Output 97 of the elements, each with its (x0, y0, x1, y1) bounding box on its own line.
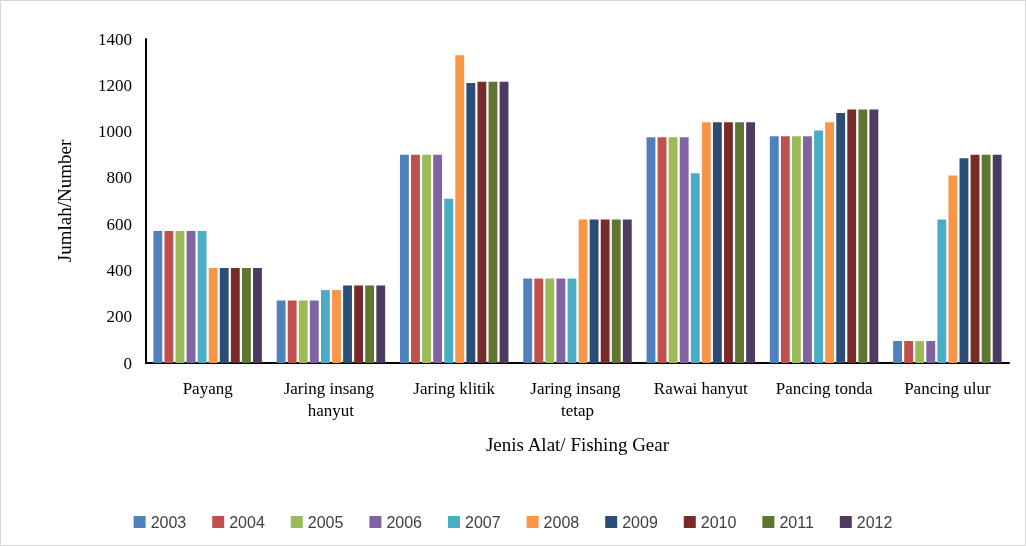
bar (175, 231, 185, 363)
bar (814, 130, 823, 363)
bar (164, 231, 174, 363)
bar (499, 81, 509, 363)
bar (488, 81, 498, 363)
bar (712, 122, 722, 363)
bar (622, 219, 632, 363)
bar (219, 268, 229, 363)
bar (186, 231, 196, 363)
bar (534, 278, 544, 363)
y-tick-label: 1200 (98, 75, 132, 95)
legend-label: 2012 (856, 513, 893, 531)
bar (332, 290, 341, 363)
bar (433, 154, 443, 363)
bar (869, 109, 879, 363)
x-tick-label: Pancing tonda (775, 378, 873, 398)
y-axis-title: Jumlah/Number (54, 139, 75, 263)
bar (411, 154, 420, 363)
y-tick-label: 800 (106, 168, 132, 188)
bar (287, 300, 297, 363)
bar (690, 173, 700, 363)
legend-label: 2005 (307, 513, 344, 531)
y-tick-label: 0 (123, 353, 132, 373)
bar (320, 290, 330, 363)
bar (241, 268, 251, 363)
bar (600, 219, 610, 363)
y-tick-label: 200 (106, 307, 132, 327)
bar (724, 122, 733, 363)
x-tick-label: Jaring klitik (413, 378, 496, 398)
bar (567, 278, 577, 363)
bar (208, 268, 218, 363)
bar (981, 154, 991, 363)
bar (847, 109, 857, 363)
bar (825, 122, 835, 363)
x-tick-label: Rawai hanyut (653, 378, 749, 398)
bar (197, 231, 207, 363)
x-axis-title: Jenis Alat/ Fishing Gear (485, 434, 670, 455)
bar (926, 341, 936, 363)
bar (780, 136, 790, 363)
y-tick-label: 400 (106, 260, 132, 280)
bar (556, 278, 566, 363)
legend-label: 2008 (543, 513, 580, 531)
bar (668, 137, 678, 363)
bar (803, 136, 812, 363)
bar (466, 82, 476, 363)
legend-label: 2003 (150, 513, 187, 531)
x-tick-label: Pancing ulur (904, 378, 991, 398)
bar (455, 55, 465, 363)
bar (477, 81, 487, 363)
bar (791, 136, 801, 363)
bar (589, 219, 599, 363)
bar (545, 278, 555, 363)
bar (657, 137, 667, 363)
bar (578, 219, 588, 363)
bar (309, 300, 319, 363)
legend-label: 2007 (465, 513, 501, 531)
bar (399, 154, 409, 363)
legend-label: 2009 (622, 513, 658, 531)
legend-label: 2011 (779, 513, 814, 531)
bar (298, 300, 308, 363)
bar (937, 219, 947, 363)
bar (444, 198, 454, 363)
bar (769, 136, 779, 363)
bar (858, 109, 868, 363)
bar (230, 268, 240, 363)
x-tick-label: Jaring insang tetap (530, 378, 625, 420)
bar (992, 154, 1002, 363)
bar (422, 154, 431, 363)
bar (836, 113, 846, 363)
legend-label: 2006 (386, 513, 423, 531)
bar (153, 231, 163, 363)
bar (365, 285, 375, 363)
bar (376, 285, 386, 363)
y-tick-label: 600 (106, 214, 132, 234)
bar (904, 341, 914, 363)
bar (959, 158, 969, 363)
y-tick-label: 1400 (98, 29, 132, 49)
y-tick-label: 1000 (98, 122, 132, 142)
bar (893, 341, 902, 363)
bar (253, 268, 262, 363)
bar (746, 122, 756, 363)
x-tick-label: Jaring insang hanyut (283, 378, 379, 420)
bar (735, 122, 744, 363)
bar (948, 175, 958, 363)
legend-label: 2004 (229, 513, 265, 531)
bar (276, 300, 286, 363)
bar (343, 285, 352, 363)
bar (970, 154, 980, 363)
bar (354, 285, 364, 363)
bar (646, 137, 656, 363)
x-tick-label: Payang (182, 378, 234, 398)
bar (915, 341, 925, 363)
bar (679, 137, 689, 363)
legend-label: 2010 (700, 513, 737, 531)
bar (611, 219, 621, 363)
bar (701, 122, 711, 363)
bar (523, 278, 533, 363)
